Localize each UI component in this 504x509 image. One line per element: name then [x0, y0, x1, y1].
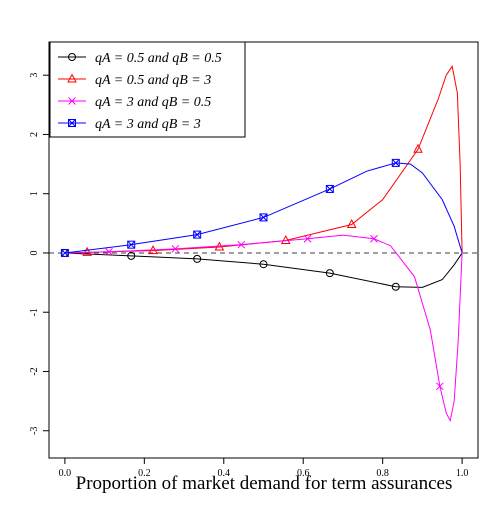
marker-shape	[61, 249, 69, 257]
marker-shape	[259, 213, 268, 222]
marker	[391, 282, 400, 291]
y-tick-label: -1	[29, 308, 40, 316]
x-tick-label: 0.2	[138, 468, 151, 479]
marker	[237, 240, 246, 249]
marker	[127, 251, 136, 260]
marker-shape	[325, 269, 334, 278]
marker	[413, 143, 423, 153]
marker-shape	[127, 240, 136, 249]
marker	[259, 260, 268, 269]
marker	[105, 247, 113, 256]
marker-shape	[280, 234, 291, 245]
marker-shape	[391, 282, 400, 291]
y-tick-label: 3	[29, 73, 40, 78]
marker	[436, 382, 444, 391]
marker	[259, 213, 268, 222]
marker	[346, 218, 357, 229]
plot-frame	[48, 41, 479, 459]
legend-label: qA = 3 and qB = 3	[95, 117, 201, 132]
marker-shape	[325, 185, 334, 193]
marker-shape	[259, 213, 268, 222]
x-tick-label: 0.8	[376, 468, 389, 479]
marker	[60, 248, 69, 257]
marker-shape	[105, 247, 113, 256]
marker-shape	[325, 184, 334, 193]
marker-shape	[193, 230, 202, 239]
y-tick-label: -3	[29, 427, 40, 435]
x-tick-label: 1.0	[456, 468, 469, 479]
marker	[370, 234, 378, 243]
marker-shape	[193, 254, 202, 263]
marker-shape	[67, 73, 77, 83]
x-axis-label: Proportion of market demand for term ass…	[76, 473, 453, 494]
marker	[67, 73, 77, 83]
marker-shape	[259, 260, 268, 269]
marker-shape	[171, 244, 180, 253]
marker	[280, 234, 291, 245]
marker-shape	[413, 143, 423, 153]
marker-shape	[346, 218, 357, 229]
legend-label: qA = 0.5 and qB = 0.5	[95, 51, 222, 66]
legend-label: qA = 3 and qB = 0.5	[95, 95, 211, 110]
legend-label: qA = 0.5 and qB = 3	[95, 73, 211, 88]
marker-shape	[391, 159, 400, 167]
marker	[391, 158, 400, 167]
marker-shape	[303, 234, 312, 243]
y-tick-label: 0	[29, 250, 40, 255]
y-tick-label: 1	[29, 191, 40, 196]
marker-shape	[193, 230, 202, 239]
marker	[68, 53, 76, 61]
marker	[127, 240, 136, 249]
marker	[325, 184, 334, 193]
marker-shape	[370, 234, 378, 243]
marker-shape	[82, 246, 92, 256]
marker	[68, 119, 76, 127]
marker-shape	[68, 97, 76, 105]
series-line	[64, 162, 463, 254]
marker	[82, 246, 92, 256]
series-line	[64, 65, 463, 254]
series-line	[64, 234, 463, 423]
series-line	[64, 252, 463, 288]
marker	[325, 269, 334, 278]
marker	[303, 234, 312, 243]
x-tick-label: 0.0	[59, 468, 72, 479]
marker-shape	[127, 240, 136, 249]
x-tick-label: 0.6	[297, 468, 310, 479]
marker-shape	[237, 240, 246, 249]
legend-box	[49, 41, 246, 138]
y-tick-label: -2	[29, 367, 40, 375]
marker	[68, 97, 76, 105]
y-tick-label: 2	[29, 132, 40, 137]
marker-shape	[68, 119, 76, 127]
marker	[171, 244, 180, 253]
marker-shape	[391, 158, 400, 167]
marker-shape	[68, 53, 76, 61]
marker-shape	[127, 251, 136, 260]
marker	[193, 254, 202, 263]
marker-shape	[60, 248, 69, 257]
marker-shape	[68, 119, 76, 127]
marker	[193, 230, 202, 239]
x-tick-label: 0.4	[218, 468, 231, 479]
marker-shape	[436, 382, 444, 391]
